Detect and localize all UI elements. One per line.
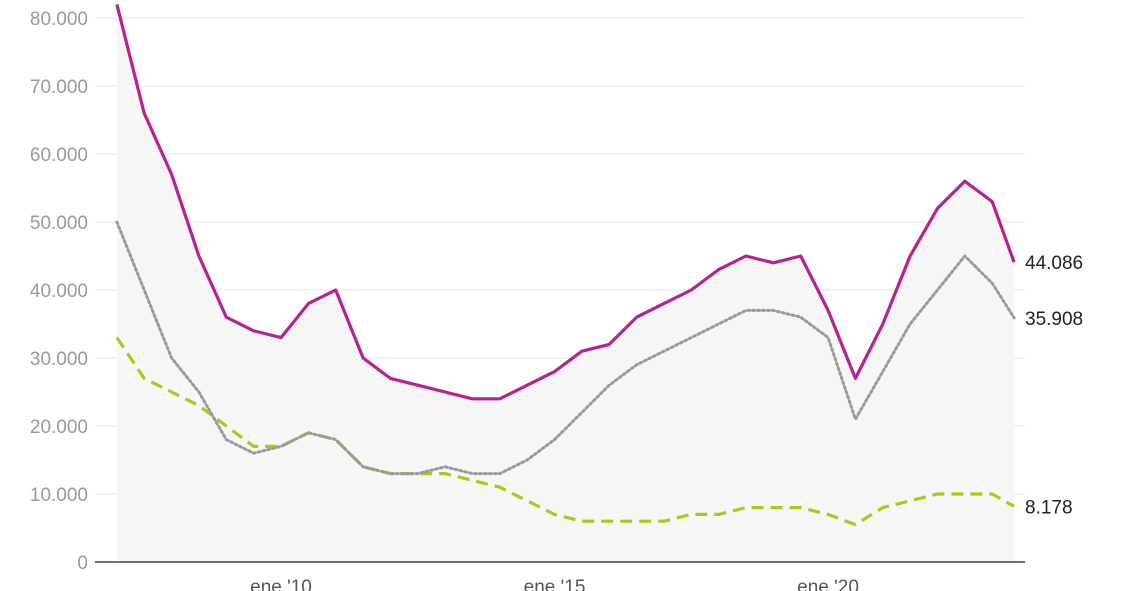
end-label-0: 44.086 bbox=[1025, 253, 1083, 274]
series-group bbox=[115, 4, 1016, 562]
y-tick-label: 10.000 bbox=[30, 485, 88, 506]
series-line-0 bbox=[115, 4, 1016, 401]
end-labels: 44.086 35.908 8.178 bbox=[1025, 253, 1083, 518]
y-axis-ticks: 0 10.000 20.000 30.000 40.000 50.000 60.000 70.… bbox=[30, 9, 88, 574]
y-tick-label: 0 bbox=[77, 553, 88, 574]
series-line-1 bbox=[115, 220, 1016, 476]
y-tick-label: 50.000 bbox=[30, 213, 88, 234]
x-tick-label: ene '15 bbox=[524, 577, 586, 591]
x-tick-label: ene '10 bbox=[250, 577, 312, 591]
y-tick-label: 20.000 bbox=[30, 417, 88, 438]
x-axis-ticks: ene '10 ene '15 ene '20 bbox=[250, 577, 859, 591]
y-tick-label: 40.000 bbox=[30, 281, 88, 302]
y-tick-label: 60.000 bbox=[30, 145, 88, 166]
y-tick-label: 70.000 bbox=[30, 77, 88, 98]
end-label-1: 35.908 bbox=[1025, 309, 1083, 330]
end-label-2: 8.178 bbox=[1025, 497, 1073, 518]
y-tick-label: 30.000 bbox=[30, 349, 88, 370]
series-line-2 bbox=[115, 336, 1015, 527]
area-fill bbox=[116, 4, 1015, 562]
x-tick-label: ene '20 bbox=[797, 577, 859, 591]
y-tick-label: 80.000 bbox=[30, 9, 88, 30]
